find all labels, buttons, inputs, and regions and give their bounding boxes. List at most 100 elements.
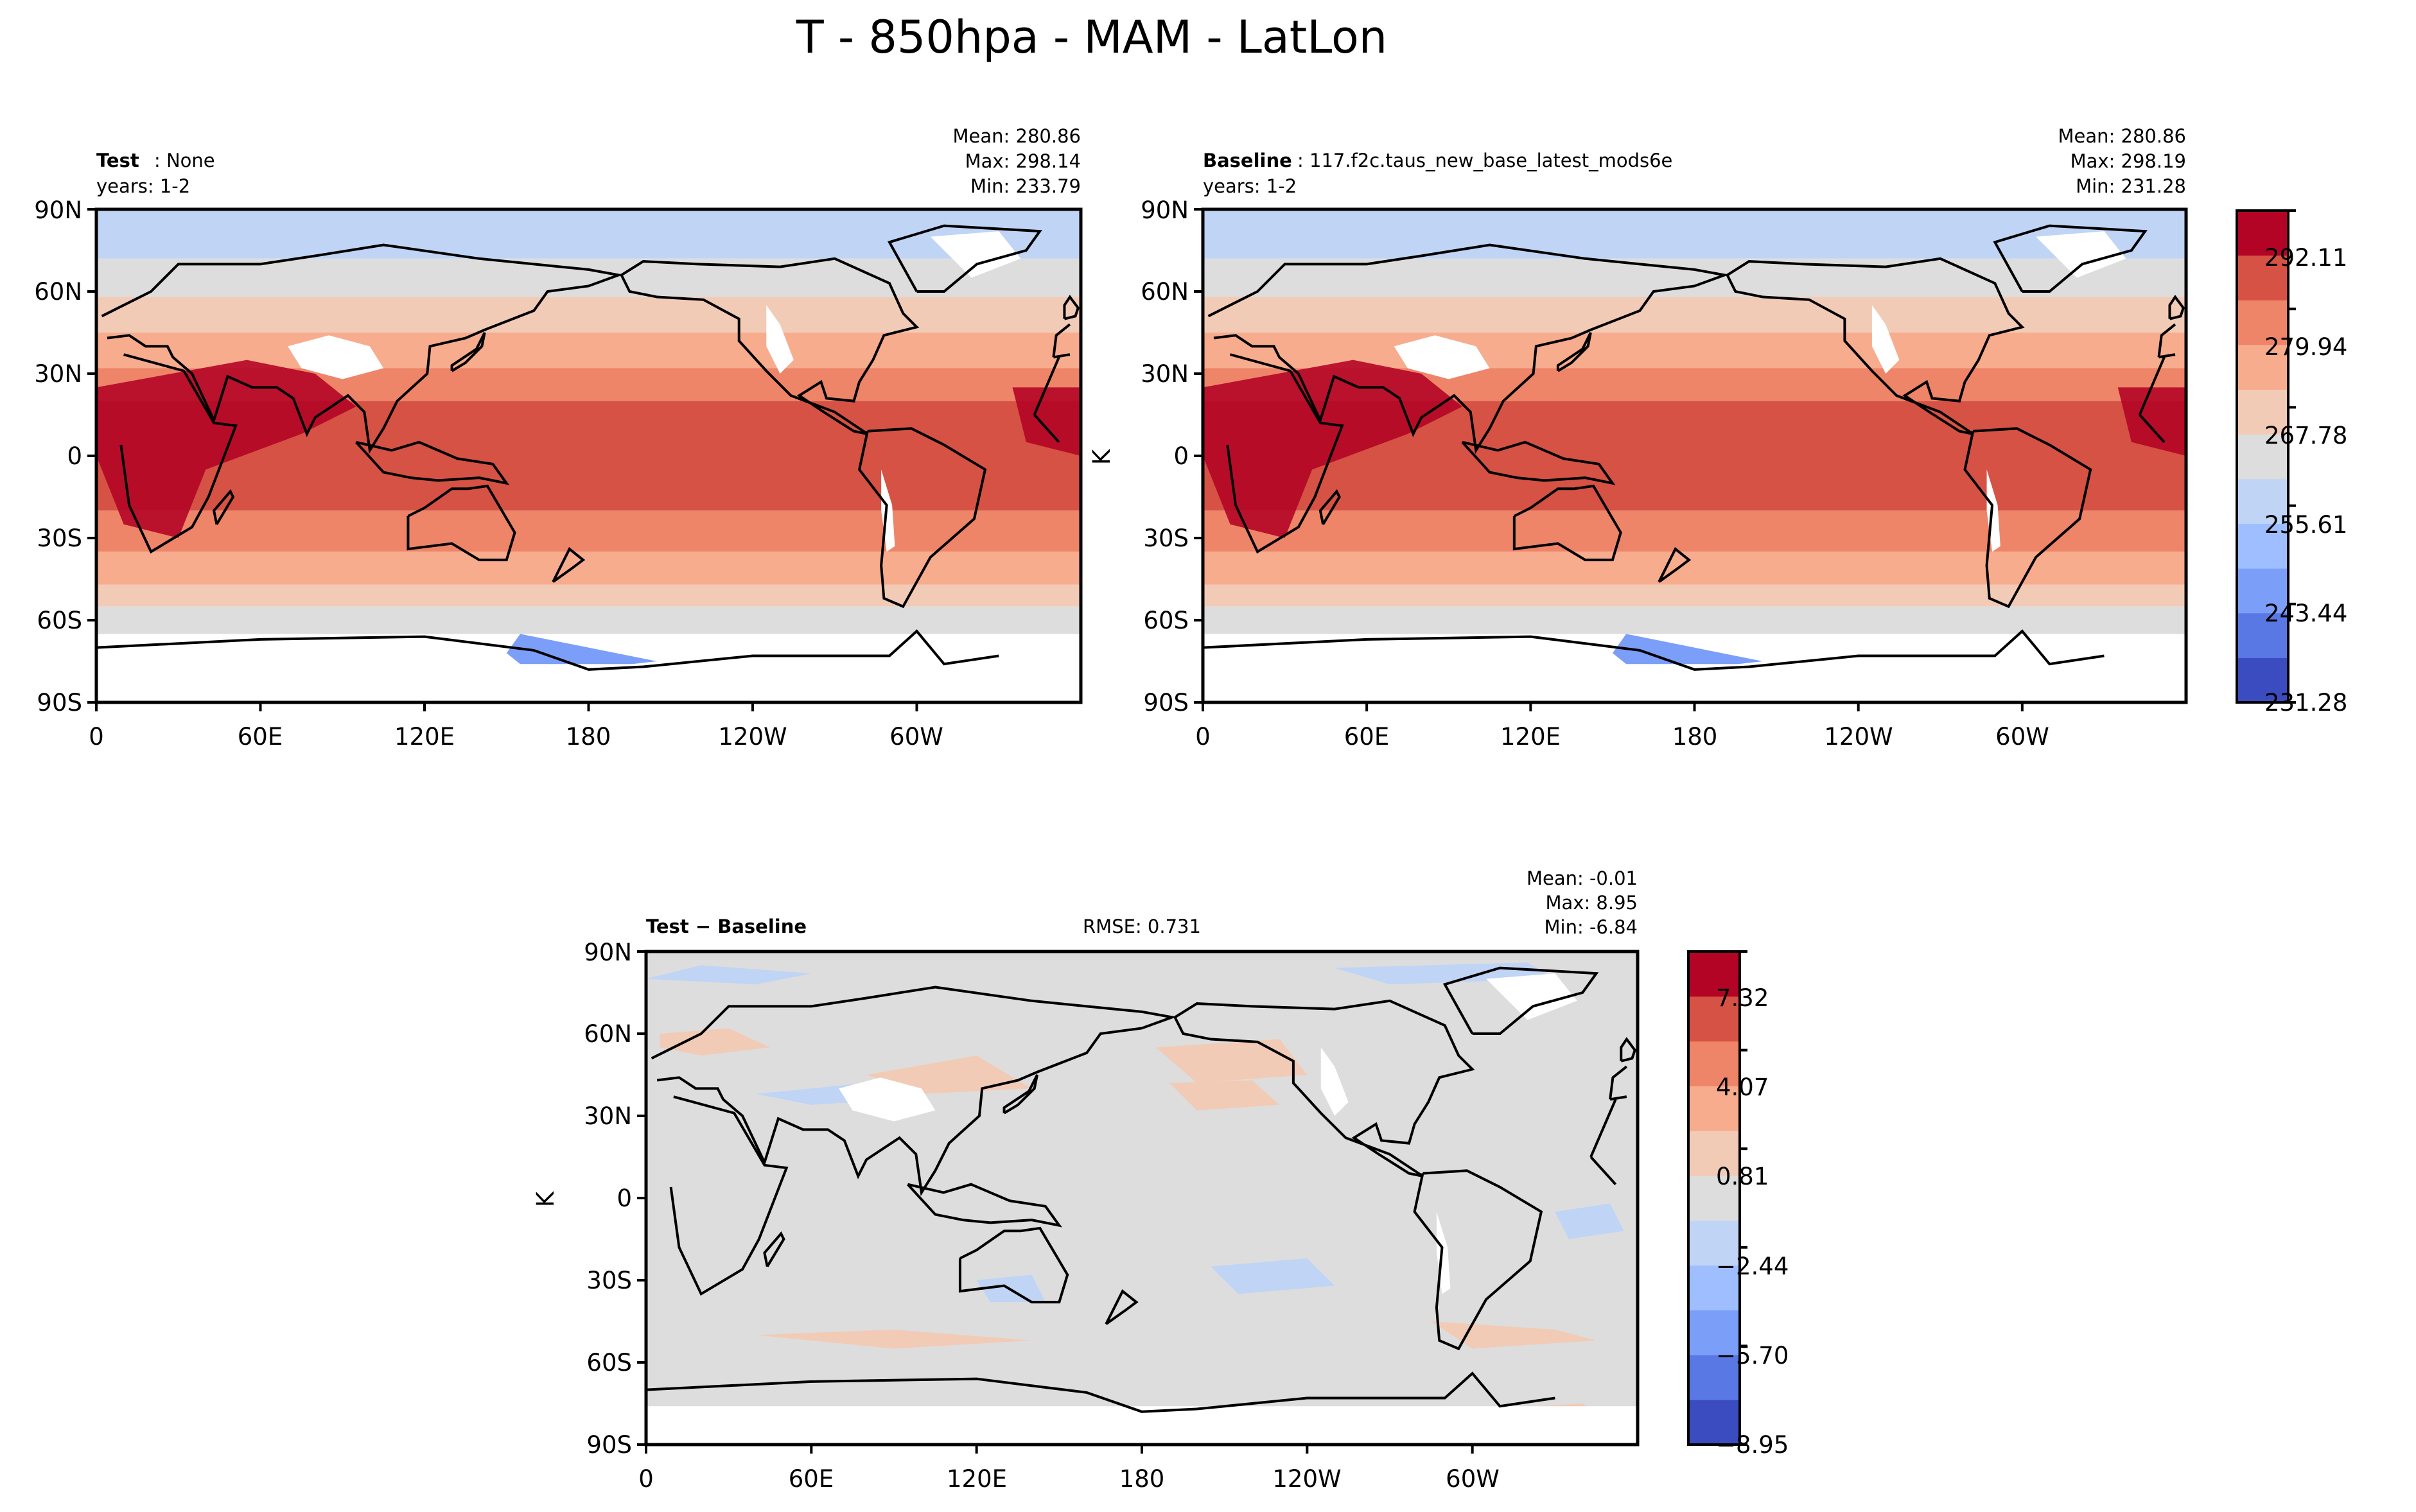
y-tick-label: 90S: [37, 689, 82, 717]
contour-warm-patch: [1169, 1080, 1280, 1111]
coastline: [1963, 427, 2092, 609]
colorbar-segment: [2237, 523, 2288, 569]
y-tick-label: 30N: [1141, 360, 1189, 388]
panel-title-rest: : 117.f2c.taus_new_base_latest_mods6e: [1297, 150, 1672, 171]
stat-mean: Mean: 280.86: [2058, 125, 2186, 147]
colorbar-tick-label: 255.61: [2264, 511, 2347, 539]
coastline: [620, 257, 920, 435]
coastline: [1461, 440, 1616, 485]
contour-background: [646, 952, 1638, 1445]
stat-min: Min: 231.28: [2076, 175, 2186, 197]
x-tick-label: 60E: [1344, 723, 1389, 751]
colorbar-segment: [2237, 568, 2288, 614]
stat-min: Min: -6.84: [1545, 916, 1638, 938]
colorbar: [1687, 950, 1747, 1446]
coastline: [1442, 966, 1599, 1035]
contour-band: [96, 209, 1081, 259]
colorbar-tick-label: −5.70: [1716, 1342, 1789, 1369]
missing-data-region: [766, 305, 794, 374]
coastline: [450, 332, 486, 372]
missing-data-region: [288, 335, 384, 379]
coastline: [646, 1371, 1555, 1445]
x-tick-label: 120W: [718, 723, 787, 751]
coastline: [355, 440, 510, 485]
contour-band: [1203, 606, 2186, 634]
y-tick-label: 60N: [584, 1020, 632, 1048]
x-tick-label: 120E: [947, 1465, 1007, 1493]
figure-title: T - 850hpa - MAM - LatLon: [796, 11, 1387, 64]
missing-data-region: [1394, 335, 1490, 379]
y-tick-label: 30S: [1143, 525, 1189, 552]
coastline: [1726, 257, 2025, 435]
colorbar-segment: [2237, 434, 2288, 480]
colorbar-ticks: 7.32 4.07 0.81 −2.44 −5.70 −8.95: [1716, 984, 1789, 1459]
colorbar-segment: [1688, 1355, 1740, 1400]
y-tick-label: 60N: [34, 278, 82, 306]
missing-data-region: [930, 231, 1021, 278]
y-tick-label: 60S: [1143, 607, 1189, 634]
axis-ticks: 0 60E 120E 180 120W 60W 90N 60N 30N 0 30…: [584, 939, 1500, 1493]
coastline: [1512, 484, 1622, 562]
colorbar: [2236, 209, 2296, 704]
contour-warm-patch: [866, 1056, 1032, 1094]
contour-warm-core: [2117, 387, 2186, 456]
diff-panel: Test − Baseline RMSE: 0.731 Mean: -0.01 …: [532, 867, 1789, 1493]
x-tick-label: 0: [89, 723, 104, 751]
coastline: [1226, 353, 2166, 554]
colorbar-tick-label: −2.44: [1716, 1253, 1789, 1280]
y-tick-label: 30N: [34, 360, 82, 388]
coastline: [651, 986, 1628, 1197]
colorbar-segment: [2237, 657, 2288, 703]
contour-warm-patch: [1431, 1321, 1597, 1349]
coastline: [1318, 489, 1341, 525]
contour-band: [1203, 552, 2186, 585]
coastline: [119, 353, 1060, 554]
x-tick-label: 60E: [789, 1465, 834, 1493]
stat-max: Max: 8.95: [1545, 892, 1638, 914]
y-tick-label: 90N: [584, 939, 632, 966]
colorbar-segment: [1688, 996, 1740, 1042]
coastline: [96, 629, 999, 702]
x-tick-label: 120W: [1824, 723, 1893, 751]
panel-title-bold: Test − Baseline: [646, 916, 807, 937]
contour-band: [1203, 209, 2186, 259]
contour-band: [96, 297, 1081, 333]
x-tick-label: 60W: [1446, 1465, 1500, 1493]
x-tick-label: 120E: [394, 723, 455, 751]
missing-data-region: [1486, 973, 1577, 1020]
coastline: [887, 224, 1042, 293]
stat-max: Max: 298.19: [2070, 150, 2186, 172]
stat-max: Max: 298.14: [965, 150, 1081, 172]
missing-data-region: [839, 1077, 936, 1122]
coastline: [857, 427, 987, 609]
contour-cool-patch: [1211, 1258, 1335, 1294]
colorbar-tick-label: 279.94: [2264, 333, 2347, 361]
colorbar-tick-label: 4.07: [1716, 1073, 1769, 1101]
coastline: [1658, 546, 1692, 583]
rmse-label: RMSE: 0.731: [1083, 916, 1201, 937]
x-tick-label: 180: [566, 723, 611, 751]
x-tick-label: 60E: [238, 723, 283, 751]
missing-data-region: [1871, 305, 1900, 374]
contour-warm-core: [1012, 387, 1081, 456]
stat-mean: Mean: 280.86: [953, 125, 1081, 147]
coastline: [1063, 295, 1080, 320]
contour-band: [96, 510, 1081, 552]
contour-cool-patch: [646, 965, 812, 985]
colorbar-segment: [1688, 952, 1740, 997]
test-panel: Test : None years: 1-2 Mean: 280.86 Max:…: [34, 125, 1083, 751]
colorbar-segment: [2237, 255, 2288, 300]
contour-band: [1203, 584, 2186, 607]
coastline: [958, 1226, 1069, 1304]
y-tick-label: 60N: [1141, 278, 1189, 306]
colorbar-segment: [1688, 1310, 1740, 1355]
x-tick-label: 120E: [1500, 723, 1561, 751]
colorbar-segment: [1688, 1220, 1740, 1266]
colorbar-segment: [2237, 300, 2288, 345]
coastline: [1620, 1037, 1636, 1063]
colorbar-tick-label: 243.44: [2264, 600, 2347, 627]
y-tick-label: 90N: [34, 196, 82, 224]
panel-subtitle: years: 1-2: [96, 175, 190, 197]
colorbar-tick-label: 267.78: [2264, 422, 2347, 449]
